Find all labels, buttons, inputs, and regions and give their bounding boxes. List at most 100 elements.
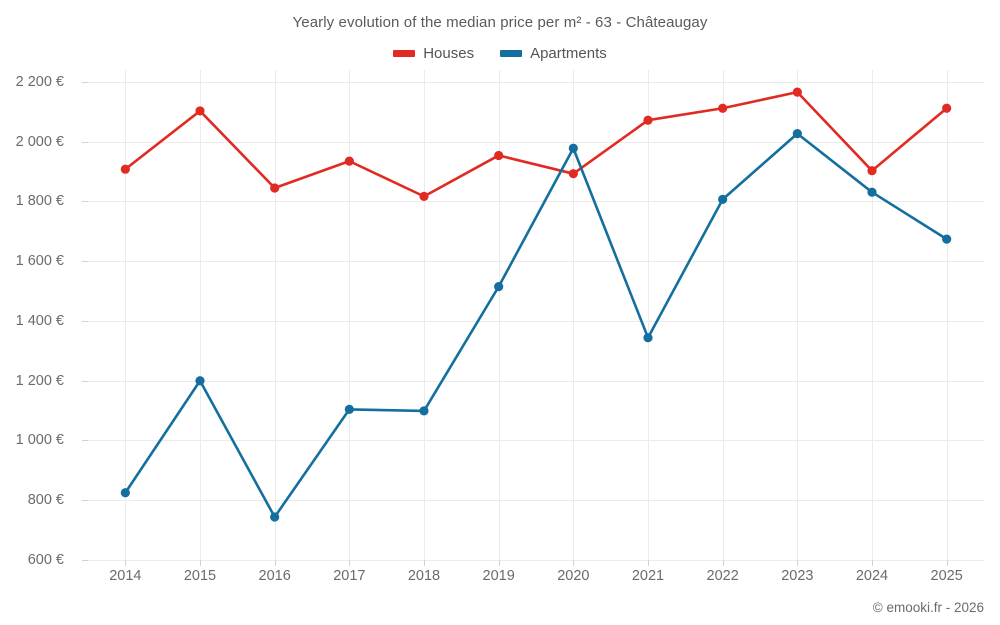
series-line-houses	[124, 90, 948, 198]
x-tick-mark	[274, 560, 276, 566]
x-tick-mark	[872, 560, 873, 566]
legend-label-apartments: Apartments	[530, 45, 607, 62]
data-point[interactable]	[120, 488, 130, 498]
data-point[interactable]	[792, 129, 802, 139]
x-tick-mark	[200, 560, 201, 566]
x-tick-mark	[722, 560, 724, 566]
plot-area: 600 € 800 € 1 000 € 1 200 € 1 400 € 1 600 € 1 …	[16, 70, 984, 584]
x-tick-label: 2022	[706, 568, 739, 584]
x-tick-label: 2014	[109, 568, 142, 584]
gridline-horizontal	[88, 320, 984, 322]
x-tick-label: 2018	[407, 568, 441, 584]
gridline-vertical	[349, 70, 351, 560]
x-tick-mark	[498, 560, 500, 566]
y-tick-label: 800 €	[27, 492, 64, 509]
data-point[interactable]	[568, 169, 578, 179]
x-tick-label: 2024	[855, 568, 889, 584]
x-tick-mark	[648, 560, 649, 566]
gridline-vertical	[200, 70, 201, 560]
data-point[interactable]	[718, 103, 728, 113]
x-tick-label: 2017	[333, 568, 366, 584]
legend-swatch-houses	[393, 50, 416, 57]
data-point[interactable]	[120, 164, 130, 174]
y-tick-label: 2 000 €	[15, 133, 64, 150]
data-point[interactable]	[718, 194, 728, 204]
footer-credit: © emooki.fr - 2026	[872, 600, 984, 615]
gridline-horizontal	[88, 141, 984, 143]
y-tick-mark	[82, 500, 88, 502]
gridline-horizontal	[88, 261, 984, 263]
y-tick-mark	[82, 380, 88, 382]
gridline-horizontal	[88, 500, 984, 502]
x-tick-label: 2015	[183, 568, 217, 584]
data-point[interactable]	[942, 234, 952, 244]
x-tick-mark	[797, 560, 799, 566]
gridline-vertical	[424, 70, 425, 560]
chart-legend: Houses Apartments	[0, 45, 1000, 62]
y-tick-label: 600 €	[27, 552, 64, 568]
gridline-horizontal	[88, 81, 984, 83]
x-tick-label: 2020	[557, 568, 590, 584]
data-point[interactable]	[419, 406, 429, 416]
y-tick-mark	[82, 440, 88, 442]
data-point[interactable]	[344, 156, 354, 166]
legend-label-houses: Houses	[423, 45, 475, 62]
x-tick-label: 2025	[930, 568, 963, 584]
data-point[interactable]	[270, 183, 280, 193]
gridline-vertical	[125, 70, 127, 560]
series-layer	[120, 87, 952, 522]
y-tick-mark	[82, 141, 88, 143]
legend-swatch-apartments	[500, 50, 523, 57]
data-point[interactable]	[494, 282, 504, 292]
data-point[interactable]	[568, 143, 578, 153]
series-line-apartments	[124, 132, 948, 519]
data-point[interactable]	[195, 376, 205, 386]
y-tick-label: 1 400 €	[15, 312, 64, 329]
gridline-vertical	[498, 70, 500, 560]
gridline-vertical	[573, 70, 575, 560]
y-tick-label: 1 000 €	[15, 432, 64, 449]
y-tick-label: 1 800 €	[15, 193, 64, 210]
gridline-vertical	[946, 70, 948, 560]
y-tick-label: 1 600 €	[15, 253, 64, 270]
data-point[interactable]	[643, 333, 653, 343]
y-tick-mark	[82, 201, 88, 203]
data-point[interactable]	[643, 115, 653, 125]
y-tick-mark	[82, 560, 88, 561]
data-point[interactable]	[270, 512, 280, 522]
gridline-vertical	[797, 70, 799, 560]
gridline-vertical	[274, 70, 276, 560]
data-point[interactable]	[867, 166, 877, 176]
x-tick-label: 2016	[258, 568, 291, 584]
data-point[interactable]	[494, 150, 504, 161]
y-tick-mark	[82, 261, 88, 263]
gridline-horizontal	[88, 560, 984, 561]
data-point[interactable]	[195, 106, 205, 116]
y-tick-mark	[82, 81, 88, 83]
gridline-horizontal	[88, 380, 984, 382]
data-point[interactable]	[867, 187, 877, 197]
data-point[interactable]	[942, 103, 952, 113]
x-tick-mark	[946, 560, 948, 566]
gridline-horizontal	[88, 440, 984, 442]
data-point[interactable]	[419, 191, 429, 201]
y-tick-mark	[82, 320, 88, 322]
gridline-vertical	[872, 70, 873, 560]
x-tick-mark	[349, 560, 351, 566]
gridline-vertical	[722, 70, 724, 560]
data-point[interactable]	[344, 404, 354, 415]
data-point[interactable]	[792, 87, 802, 97]
x-tick-label: 2019	[482, 568, 515, 584]
y-tick-label: 1 200 €	[15, 372, 64, 389]
y-tick-label: 2 200 €	[15, 73, 64, 90]
gridline-vertical	[648, 70, 649, 560]
x-tick-mark	[125, 560, 127, 566]
gridline-horizontal	[88, 201, 984, 203]
x-tick-label: 2023	[781, 568, 814, 584]
legend-item-houses[interactable]: Houses	[393, 45, 474, 62]
chart-title: Yearly evolution of the median price per…	[292, 14, 708, 31]
legend-item-apartments[interactable]: Apartments	[500, 45, 607, 62]
x-tick-mark	[424, 560, 425, 566]
x-tick-mark	[573, 560, 575, 566]
